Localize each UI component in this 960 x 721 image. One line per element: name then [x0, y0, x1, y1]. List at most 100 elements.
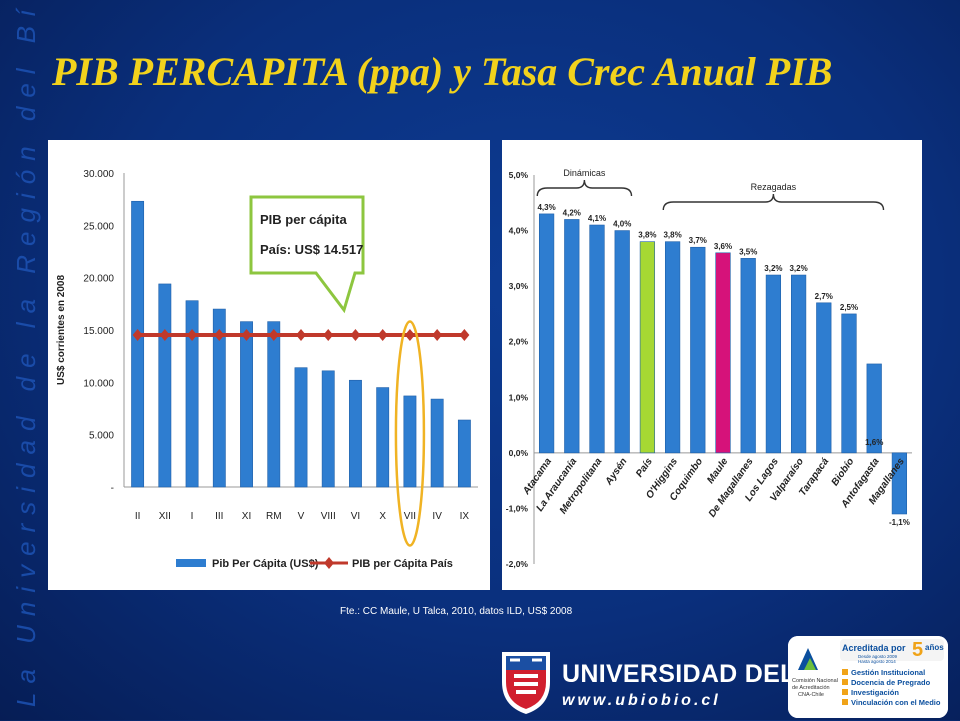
university-website[interactable]: www.ubiobio.cl [562, 692, 721, 709]
pib-bar [457, 419, 471, 488]
value-label: 3,2% [789, 264, 807, 273]
x-tick-label: XII [159, 511, 171, 522]
value-label: -1,1% [889, 518, 910, 527]
y-tick-label: 3,0% [509, 281, 529, 291]
accreditation-area-bullet [842, 679, 848, 685]
growth-bar [589, 224, 605, 454]
accreditation-date-from: Desde agosto 2009 [858, 654, 898, 659]
accreditation-area-bullet [842, 699, 848, 705]
y-tick-label: 1,0% [509, 392, 529, 402]
accreditation-area-label: Gestión Institucional [851, 668, 925, 677]
y-tick-label: 5,0% [509, 170, 529, 180]
callout-box [249, 195, 365, 314]
group-brace [662, 193, 885, 211]
x-tick-label: Biobío [830, 456, 857, 488]
pib-bar [349, 379, 362, 488]
x-tick-label: I [191, 511, 194, 522]
slide-title: PIB PERCAPITA (ppa) y Tasa Crec Anual PI… [52, 49, 833, 94]
growth-bar [740, 258, 756, 454]
growth-bar [816, 302, 832, 454]
growth-bar [891, 452, 908, 515]
value-label: 2,5% [840, 303, 858, 312]
value-label: 3,8% [663, 231, 681, 240]
accreditation-date-to: Hasta agosto 2014 [858, 659, 896, 664]
pib-pais-marker [459, 329, 470, 342]
pib-bar [158, 283, 172, 488]
side-watermark-text: La Universidad de la Región del Bío-Bío [11, 0, 41, 707]
pib-pais-marker [296, 329, 306, 342]
source-note: Fte.: CC Maule, U Talca, 2010, datos ILD… [340, 606, 573, 617]
value-label: 4,1% [588, 214, 606, 223]
pib-pais-marker [268, 329, 279, 342]
highlight-oval [394, 320, 426, 547]
pib-pais-marker [187, 329, 198, 342]
group-label: Dinámicas [563, 168, 606, 178]
x-tick-label: IX [460, 511, 470, 522]
x-tick-label: V [298, 511, 305, 522]
growth-rate-chart-panel: -2,0% -1,0% 0,0% 1,0% 2,0% 3,0% 4,0% 5,0% 4,3% At… [502, 140, 922, 590]
legend-label-bars: Pib Per Cápita (US$) [212, 558, 319, 570]
callout-line1: PIB per cápita [260, 212, 347, 227]
pais-callout: PIB per cápita País: US$ 14.517 [249, 195, 365, 314]
growth-bar [614, 230, 630, 454]
growth-bar [639, 241, 656, 454]
pib-bar [321, 370, 335, 488]
growth-bar [564, 219, 580, 454]
accreditation-agency-line2: de Acreditación [792, 685, 830, 691]
growth-bar [538, 213, 555, 454]
y-tick-label: 5.000 [89, 431, 114, 442]
accreditation-area-label: Docencia de Pregrado [851, 678, 931, 687]
pib-bar [430, 398, 444, 488]
y-tick-label: 20.000 [83, 274, 114, 285]
y-tick-label: -2,0% [506, 559, 529, 569]
value-label: 3,8% [638, 231, 656, 240]
growth-bar [866, 363, 882, 454]
x-tick-label: Aysén [603, 456, 630, 488]
y-tick-label: 2,0% [509, 337, 529, 347]
pib-per-capita-chart: - 5.000 10.000 15.000 20.000 25.000 30.000 US$ … [56, 169, 478, 570]
x-tick-label: VII [404, 511, 416, 522]
growth-bar [664, 241, 681, 454]
pib-bar [131, 200, 145, 488]
y-tick-label: -1,0% [506, 503, 529, 513]
accreditation-badge: N Comisión Nacional de Acreditación CNA-… [788, 636, 948, 718]
pib-pais-marker [132, 329, 143, 342]
pib-pais-marker [241, 329, 252, 342]
x-tick-label: XI [242, 511, 251, 522]
growth-bar [690, 246, 706, 454]
x-tick-label: III [215, 511, 223, 522]
growth-rate-chart: -2,0%-1,0%0,0%1,0%2,0%3,0%4,0%5,0%4,3%At… [506, 168, 912, 569]
growth-bar [715, 252, 731, 454]
x-tick-label: RM [266, 511, 282, 522]
y-tick-label: 30.000 [83, 169, 114, 180]
value-label: 4,2% [563, 208, 581, 217]
value-label: 3,6% [714, 242, 732, 251]
value-label: 3,7% [689, 236, 707, 245]
callout-line2: País: US$ 14.517 [260, 242, 363, 257]
accreditation-area-bullet [842, 669, 848, 675]
x-tick-label: Maule [705, 456, 731, 486]
pib-bar [376, 387, 390, 488]
legend-label-line: PIB per Cápita País [352, 558, 453, 570]
university-logo [496, 648, 556, 716]
y-tick-label: 15.000 [83, 326, 114, 337]
x-tick-label: X [379, 511, 386, 522]
accreditation-headline: Acreditada por [842, 643, 906, 653]
value-label: 2,7% [815, 292, 833, 301]
y-tick-label: 25.000 [83, 221, 114, 232]
growth-bar [790, 274, 807, 454]
accreditation-agency-line3: CNA-Chile [798, 692, 824, 698]
value-label: 1,6% [865, 438, 883, 447]
pib-pais-marker [159, 329, 170, 342]
value-label: 4,0% [613, 220, 631, 229]
pib-bar [267, 321, 281, 488]
y-tick-label: 0,0% [509, 448, 529, 458]
y-tick-label: 10.000 [83, 378, 114, 389]
pib-pais-marker [404, 329, 415, 342]
x-tick-label: IV [432, 511, 442, 522]
growth-bar [841, 313, 857, 454]
x-tick-label: VIII [321, 511, 336, 522]
accreditation-years-word: años [925, 643, 944, 652]
value-label: 4,3% [537, 203, 555, 212]
accreditation-area-label: Investigación [851, 688, 899, 697]
